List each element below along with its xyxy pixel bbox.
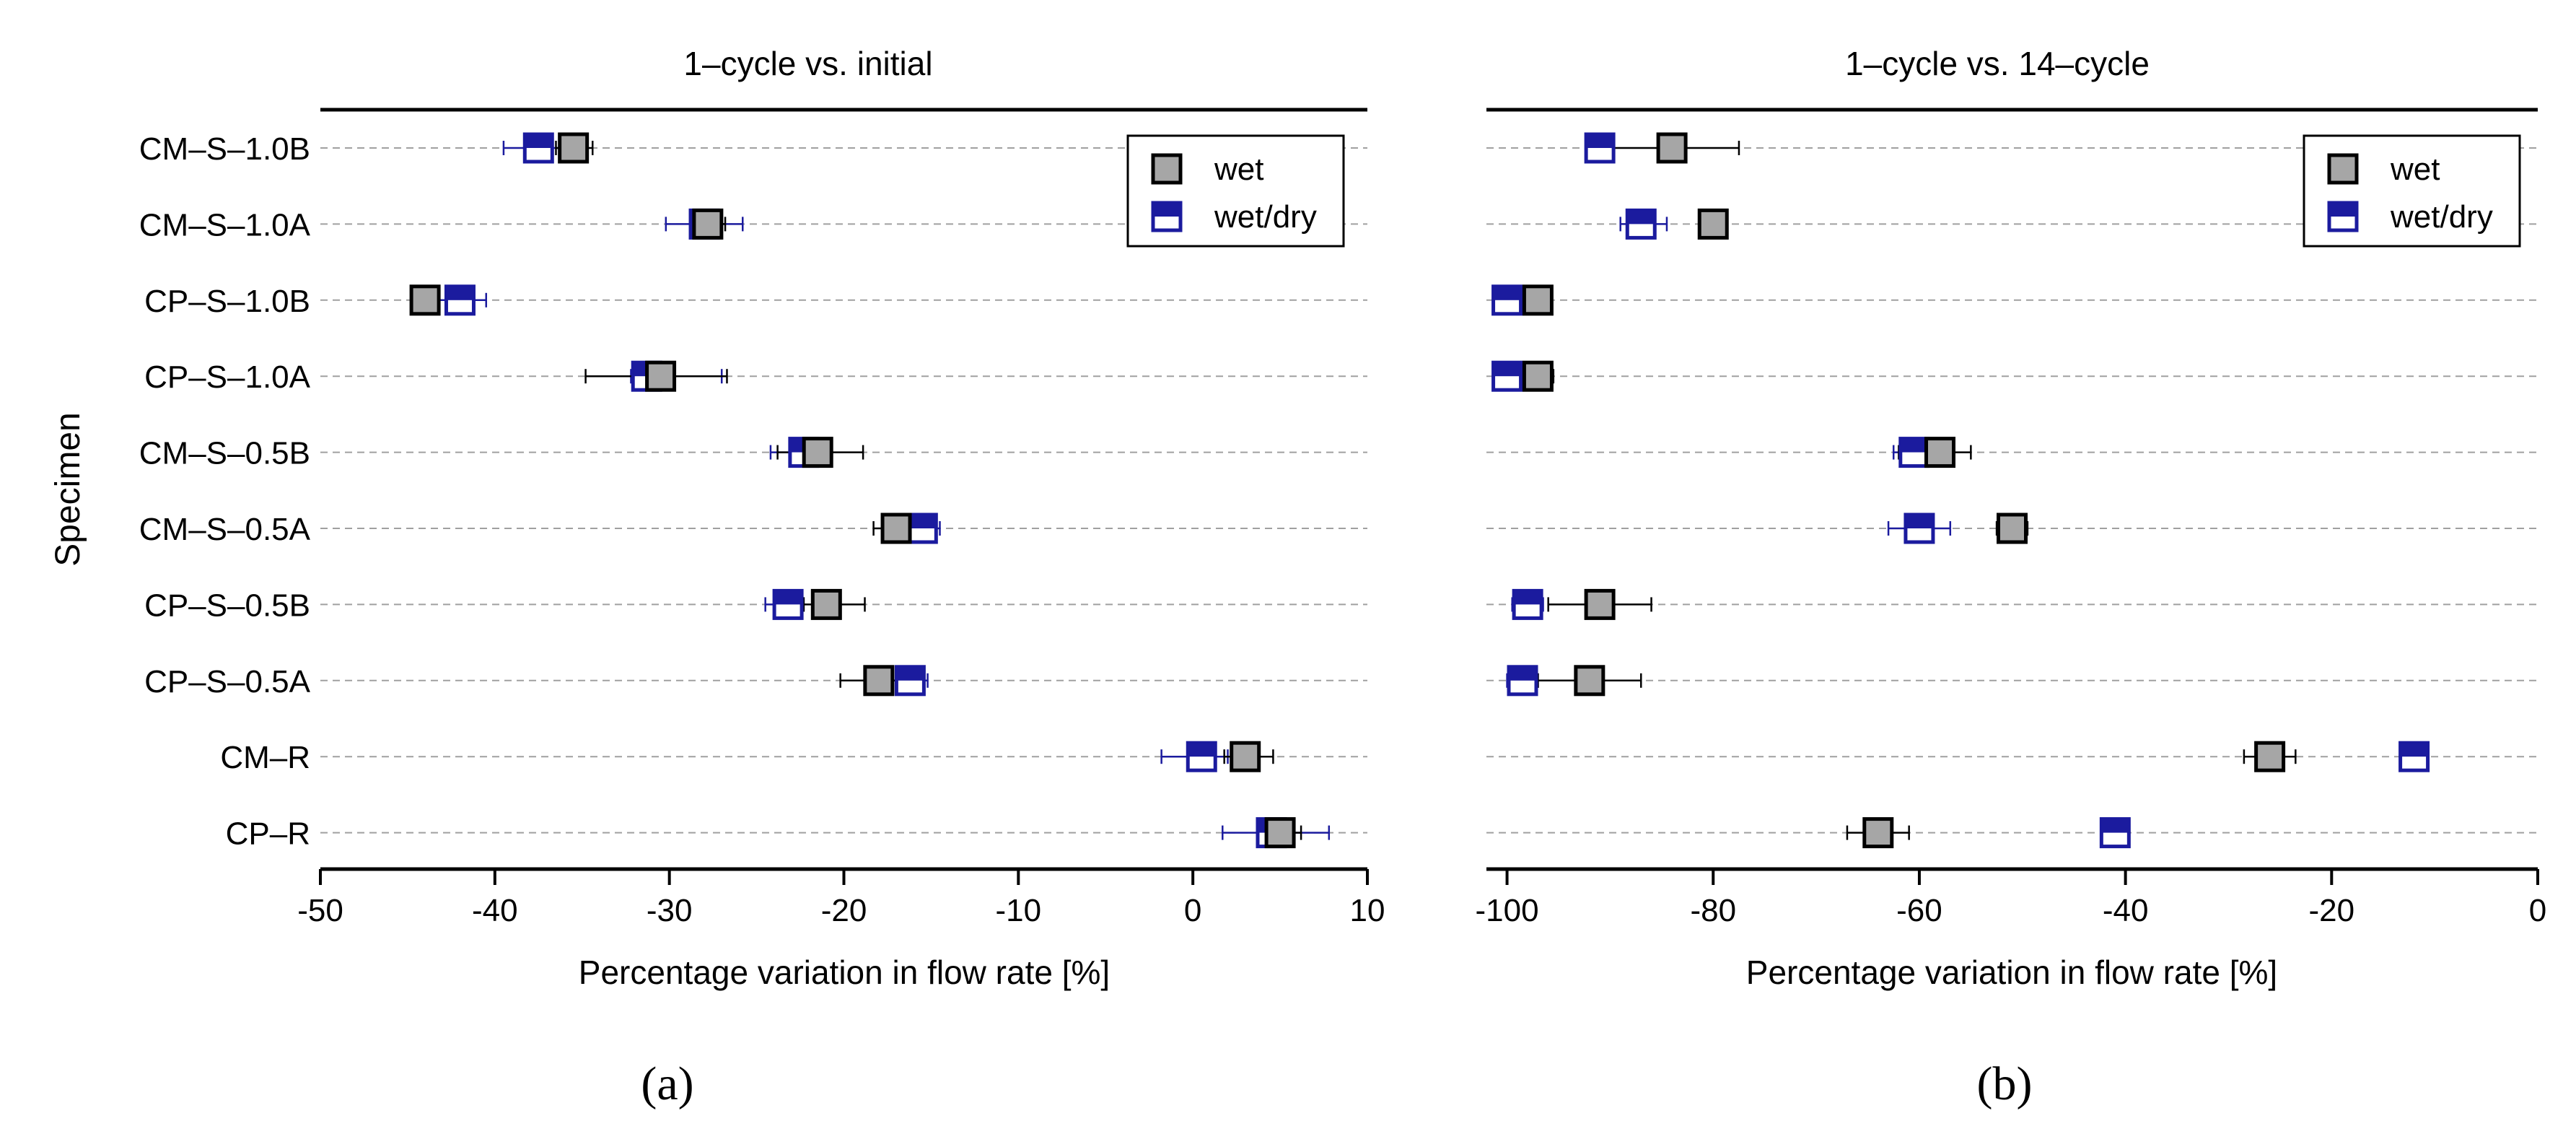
y-tick-label: CM–S–0.5B [139,436,310,471]
wetdry-marker-fill [2101,819,2129,833]
panel-b-legend-wet-marker [2327,153,2359,185]
x-tick-label: 0 [2529,893,2546,928]
legend-wetdry-marker-fill [2329,203,2357,217]
wetdry-marker-fill [1900,438,1928,453]
panel-a-gridlines [320,147,1367,834]
wet-marker [1264,817,1296,849]
wetdry-marker-fill [1508,666,1536,681]
wetdry-marker-fill [1493,362,1521,377]
wetdry-marker-fill [908,515,937,528]
wet-marker [863,665,895,697]
panel-a-legend-wet-label: wet [1214,152,1263,187]
wet-marker [1584,588,1616,620]
wet-marker [810,588,842,620]
wet-marker [692,208,724,240]
wet-marker [1862,817,1894,849]
panel-b: 1–cycle vs. 14–cycle -100 -80 -60 -40 -20 0 P… [1476,45,2547,1110]
legend-wetdry-marker-fill [1153,203,1180,217]
y-tick-label: CP–S–1.0B [144,284,310,319]
y-tick-label: CP–R [226,816,310,852]
panel-b-legend-wet-label: wet [2390,152,2440,187]
wetdry-marker-fill [1905,515,1933,528]
wet-marker [1697,208,1729,240]
y-tick-label: CM–S–0.5A [139,512,311,547]
legend-wet-marker [2327,153,2359,185]
panel-b-legend-wetdry-marker [2327,201,2359,232]
x-tick-label: -20 [2309,893,2355,928]
panel-a-legend: wet wet/dry [1126,134,1345,248]
panel-a-legend-wetdry-label: wet/dry [1214,199,1317,235]
panel-a-y-tick-labels: CM–S–1.0B CM–S–1.0A CP–S–1.0B CP–S–1.0A CM–S… [139,131,311,852]
y-tick-label: CP–S–0.5B [144,588,310,623]
wetdry-marker-fill [896,666,924,681]
y-tick-label: CP–S–1.0A [144,359,311,395]
wet-marker [1924,437,1956,468]
wetdry-marker-fill [1188,743,1216,757]
wetdry-marker-fill [525,134,553,148]
wet-marker [1522,360,1554,392]
panel-a-x-axis-title: Percentage variation in flow rate [%] [579,954,1110,991]
wetdry-marker-fill [446,286,474,300]
y-tick-label: CM–R [220,740,310,775]
x-tick-label: 10 [1350,893,1385,928]
x-tick-label: 0 [1184,893,1201,928]
panel-a-data-marks [409,132,1331,849]
panel-a-legend-wetdry-marker [1151,201,1183,232]
panel-a-title: 1–cycle vs. initial [683,45,932,82]
x-tick-label: -50 [297,893,343,928]
panel-a-x-ticks: -50 -40 -30 -20 -10 0 10 [297,869,1385,928]
wet-marker [409,284,441,316]
panel-b-x-ticks: -100 -80 -60 -40 -20 0 [1476,869,2546,928]
wetdry-marker-fill [1627,210,1655,224]
wetdry-marker-fill [1493,286,1521,300]
y-tick-label: CM–S–1.0B [139,131,310,167]
wet-marker [1522,284,1554,316]
x-tick-label: -40 [472,893,518,928]
x-tick-label: -10 [996,893,1042,928]
panel-b-title: 1–cycle vs. 14–cycle [1845,45,2150,82]
x-tick-label: -60 [1896,893,1942,928]
wet-marker [1656,132,1688,164]
panel-b-legend-wetdry-label: wet/dry [2390,199,2493,235]
x-tick-label: -40 [2103,893,2149,928]
panel-a-label: (a) [641,1057,693,1110]
wet-marker [1997,513,2028,544]
panel-b-x-axis-title: Percentage variation in flow rate [%] [1746,954,2277,991]
y-tick-label: CP–S–0.5A [144,664,311,699]
wetdry-marker-fill [1586,134,1614,148]
wet-marker [880,513,912,544]
x-tick-label: -80 [1690,893,1736,928]
panel-a-legend-wet-marker [1151,153,1183,185]
panel-b-data-marks [1491,132,2430,849]
wet-marker [558,132,590,164]
y-axis-title: Specimen [49,412,87,566]
wetdry-marker-fill [1514,590,1542,605]
panel-a: 1–cycle vs. initial CM–S–1.0B CM–S–1.0A CP… [139,45,1385,1110]
y-tick-label: CM–S–1.0A [139,207,311,243]
wetdry-marker-fill [774,590,802,605]
panel-b-legend: wet wet/dry [2303,134,2521,248]
wet-marker [802,437,833,468]
panel-b-label: (b) [1977,1057,2033,1110]
wetdry-marker-fill [2400,743,2428,757]
wet-marker [1230,741,1261,772]
wet-marker [645,360,677,392]
panel-b-gridlines [1486,147,2538,834]
x-tick-label: -100 [1476,893,1539,928]
wet-marker [2254,741,2286,772]
legend-wet-marker [1151,153,1183,185]
x-tick-label: -30 [647,893,693,928]
wet-marker [1574,665,1605,697]
x-tick-label: -20 [821,893,867,928]
